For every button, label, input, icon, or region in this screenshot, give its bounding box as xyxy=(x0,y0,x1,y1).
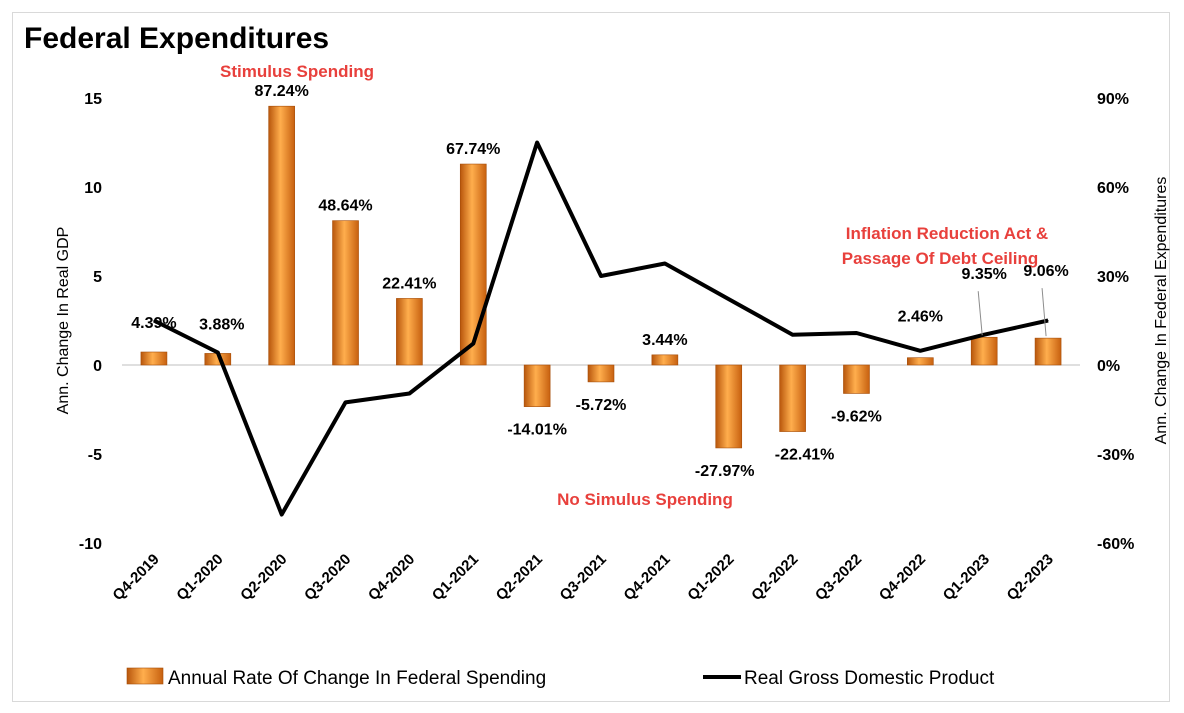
bar xyxy=(396,298,423,366)
x-tick-label: Q4-2021 xyxy=(620,551,673,604)
y2-tick-label: 30% xyxy=(1097,269,1129,286)
bar xyxy=(779,364,806,432)
x-tick-label: Q1-2022 xyxy=(684,551,737,604)
y-tick-label: 15 xyxy=(84,91,102,108)
line-point xyxy=(1047,320,1049,321)
x-tick-label: Q4-2022 xyxy=(876,551,929,604)
data-label: 2.46% xyxy=(898,309,943,326)
annotation-no-stimulus: No Simulus Spending xyxy=(557,490,733,509)
x-tick-label: Q2-2020 xyxy=(237,551,290,604)
line-point xyxy=(792,334,794,336)
legend-label-bar: Annual Rate Of Change In Federal Spendin… xyxy=(168,668,546,689)
line-series xyxy=(153,140,1049,517)
y-tick-label: -5 xyxy=(88,447,102,464)
y2-axis-title: Ann. Change In Federal Expenditures xyxy=(1153,177,1170,445)
bar xyxy=(1034,337,1062,366)
data-label: -22.41% xyxy=(775,447,835,464)
bar xyxy=(970,336,998,366)
legend: Annual Rate Of Change In Federal Spendin… xyxy=(126,667,995,689)
line-point xyxy=(728,298,730,300)
annotation-stimulus: Stimulus Spending xyxy=(220,62,374,81)
data-label: 67.74% xyxy=(446,141,500,158)
bar xyxy=(843,364,870,394)
bar xyxy=(459,163,487,366)
data-label: 3.88% xyxy=(199,316,244,333)
bar xyxy=(587,364,615,383)
bar xyxy=(332,220,359,366)
line-point xyxy=(408,392,410,394)
x-tick-label: Q4-2020 xyxy=(365,551,418,604)
x-tick-label: Q1-2020 xyxy=(173,551,226,604)
line-point xyxy=(983,334,985,336)
x-tick-label: Q1-2023 xyxy=(940,551,993,604)
bar xyxy=(140,351,168,366)
x-tick-label: Q3-2020 xyxy=(301,551,354,604)
annotation-ira-line1: Inflation Reduction Act & xyxy=(846,224,1048,243)
line-point xyxy=(919,350,921,352)
y2-tick-label: -60% xyxy=(1097,536,1134,553)
label-leader-line xyxy=(977,291,983,336)
data-label: -5.72% xyxy=(576,397,627,414)
chart-frame xyxy=(12,12,1170,702)
line-point xyxy=(855,332,857,334)
data-label: 9.06% xyxy=(1023,263,1068,280)
data-label: 87.24% xyxy=(255,83,309,100)
data-label: -14.01% xyxy=(507,422,567,439)
bar xyxy=(907,357,934,366)
data-label: 4.39% xyxy=(131,315,176,332)
label-leader-line xyxy=(1041,288,1047,337)
line-point xyxy=(600,275,602,277)
data-labels: 4.39% 3.88% 87.24% 48.64% 22.41% 67.74% -14.01… xyxy=(131,83,1069,480)
y-tick-label: 10 xyxy=(84,180,102,197)
annotation-ira-line2: Passage Of Debt Ceiling xyxy=(842,249,1039,268)
y2-tick-label: 0% xyxy=(1097,358,1120,375)
legend-label-line: Real Gross Domestic Product xyxy=(744,668,995,689)
data-label: 48.64% xyxy=(318,198,372,215)
x-tick-label: Q2-2023 xyxy=(1004,551,1057,604)
line-point xyxy=(472,343,474,345)
y2-tick-label: 60% xyxy=(1097,180,1129,197)
x-tick-label: Q3-2021 xyxy=(557,551,610,604)
y-tick-label: 5 xyxy=(93,269,102,286)
data-label: 3.44% xyxy=(642,332,687,349)
chart-title: Federal Expenditures xyxy=(24,22,329,55)
line-point xyxy=(281,514,283,516)
x-tick-label: Q4-2019 xyxy=(109,551,162,604)
y-tick-label: -10 xyxy=(79,536,102,553)
y-axis-title: Ann. Change In Real GDP xyxy=(55,227,72,415)
line-point xyxy=(536,142,538,143)
bar xyxy=(268,105,295,366)
data-label: -9.62% xyxy=(831,408,882,425)
x-tick-label: Q2-2022 xyxy=(748,551,801,604)
data-label: 22.41% xyxy=(382,275,436,292)
legend-swatch-bar xyxy=(126,667,164,685)
x-tick-label: Q3-2022 xyxy=(812,551,865,604)
data-label: 9.35% xyxy=(962,266,1007,283)
line-point xyxy=(217,352,219,354)
y2-tick-label: -30% xyxy=(1097,447,1134,464)
line-point xyxy=(345,401,347,403)
bar xyxy=(651,354,679,366)
line-point xyxy=(664,263,666,265)
y-tick-label: 0 xyxy=(93,358,102,375)
x-tick-label: Q2-2021 xyxy=(493,551,546,604)
y2-tick-label: 90% xyxy=(1097,91,1129,108)
bar xyxy=(523,364,551,407)
line-point xyxy=(153,320,155,321)
x-tick-label: Q1-2021 xyxy=(429,551,482,604)
data-label: -27.97% xyxy=(695,463,755,480)
bar-series xyxy=(140,105,1062,449)
bar xyxy=(715,364,743,449)
